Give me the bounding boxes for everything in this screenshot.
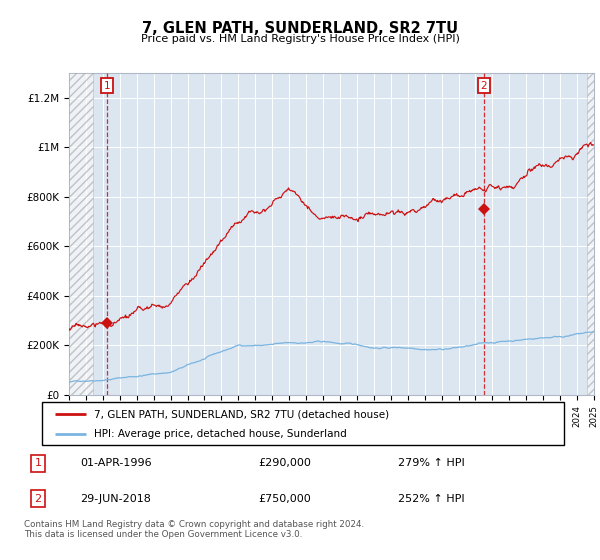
Text: 1: 1 bbox=[34, 459, 41, 469]
Text: 29-JUN-2018: 29-JUN-2018 bbox=[80, 493, 151, 503]
Text: 252% ↑ HPI: 252% ↑ HPI bbox=[398, 493, 464, 503]
Text: £750,000: £750,000 bbox=[259, 493, 311, 503]
Text: 7, GLEN PATH, SUNDERLAND, SR2 7TU: 7, GLEN PATH, SUNDERLAND, SR2 7TU bbox=[142, 21, 458, 36]
Text: 2: 2 bbox=[481, 81, 487, 91]
Text: £290,000: £290,000 bbox=[259, 459, 311, 469]
Text: Contains HM Land Registry data © Crown copyright and database right 2024.
This d: Contains HM Land Registry data © Crown c… bbox=[24, 520, 364, 539]
Bar bbox=[587, 73, 594, 395]
Text: 01-APR-1996: 01-APR-1996 bbox=[80, 459, 151, 469]
Text: HPI: Average price, detached house, Sunderland: HPI: Average price, detached house, Sund… bbox=[94, 430, 347, 440]
Text: 7, GLEN PATH, SUNDERLAND, SR2 7TU (detached house): 7, GLEN PATH, SUNDERLAND, SR2 7TU (detac… bbox=[94, 409, 389, 419]
Bar bbox=[69, 73, 93, 395]
Text: 2: 2 bbox=[34, 493, 41, 503]
Text: 1: 1 bbox=[104, 81, 110, 91]
Text: 279% ↑ HPI: 279% ↑ HPI bbox=[398, 459, 464, 469]
Text: Price paid vs. HM Land Registry's House Price Index (HPI): Price paid vs. HM Land Registry's House … bbox=[140, 34, 460, 44]
